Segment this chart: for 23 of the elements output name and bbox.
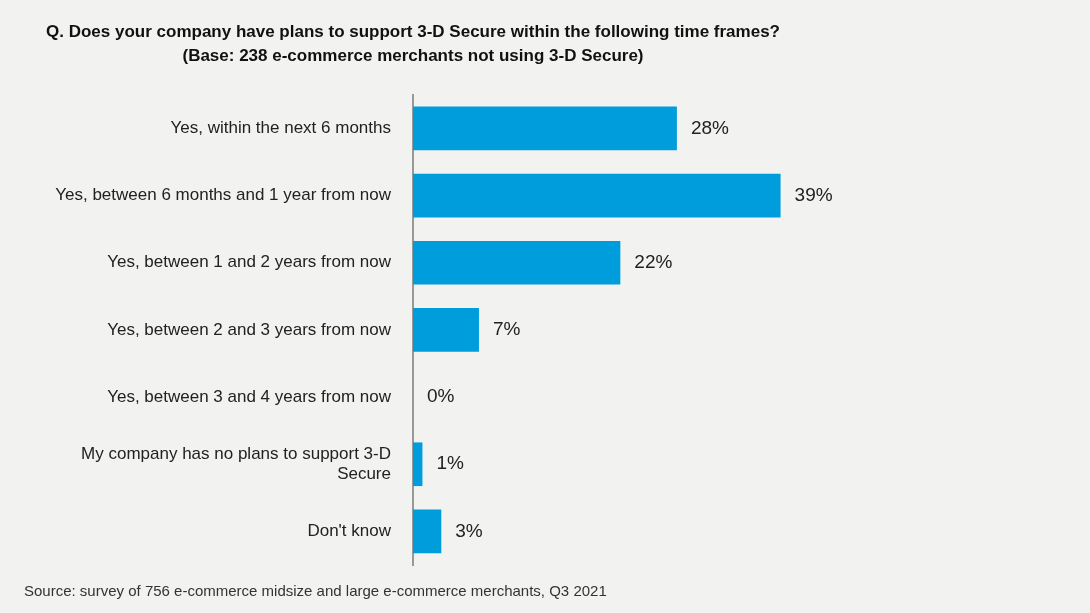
data-label: 3% <box>455 519 483 541</box>
data-label: 22% <box>634 250 673 272</box>
bar <box>413 106 677 151</box>
y-tick-label: Yes, between 3 and 4 years from now <box>107 386 392 406</box>
y-tick-label: Yes, between 1 and 2 years from now <box>107 252 392 272</box>
bar <box>413 308 479 352</box>
data-label: 1% <box>436 452 464 474</box>
source-note: Source: survey of 756 e-commerce midsize and large e-commerce merchants, Q3 2021 <box>24 581 607 599</box>
bar <box>413 240 621 285</box>
chart-title: Q. Does your company have plans to support 3-D Secure within the following time frames? <box>46 21 780 41</box>
data-label: 0% <box>427 385 455 407</box>
bar <box>413 442 423 487</box>
y-tick-label: Yes, between 2 and 3 years from now <box>107 319 392 339</box>
y-tick-label: Don't know <box>307 521 392 541</box>
chart-subtitle: (Base: 238 e-commerce merchants not using 3-D Secure) <box>182 46 644 66</box>
y-tick-label: Yes, within the next 6 months <box>170 118 391 138</box>
y-tick-label: My company has no plans to support 3-D Secure <box>81 443 391 484</box>
data-label: 28% <box>690 116 730 138</box>
bar <box>413 173 781 218</box>
bar <box>413 509 442 554</box>
data-label: 39% <box>794 183 833 205</box>
y-tick-label: Yes, between 6 months and 1 year from now <box>55 185 392 205</box>
data-label: 7% <box>492 318 521 340</box>
